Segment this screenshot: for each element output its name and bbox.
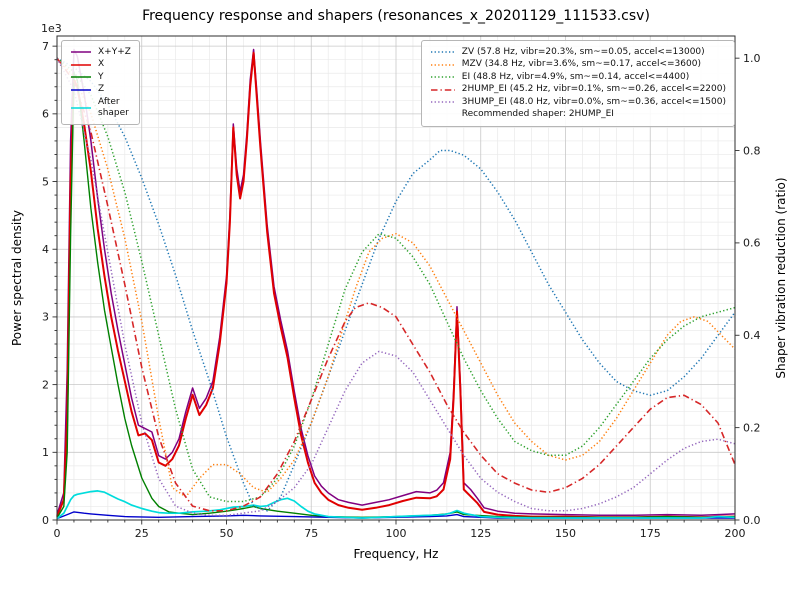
legend-item-label: EI (48.8 Hz, vibr=4.9%, sm~=0.14, accel<…	[461, 71, 690, 82]
legend-item: X+Y+Z	[70, 47, 131, 58]
series-mzv	[56, 57, 736, 498]
x-tick-label: 0	[54, 527, 61, 540]
legend-line-sample	[71, 106, 91, 109]
y-right-tick-label: 0.2	[743, 421, 761, 434]
legend-item-label: 3HUMP_EI (48.0 Hz, vibr=0.0%, sm~=0.36, …	[461, 96, 726, 107]
y-right-tick-label: 0.4	[743, 329, 761, 342]
legend-line-sample	[71, 76, 91, 78]
series-after_shaper	[56, 490, 736, 520]
legend-item-label: MZV (34.8 Hz, vibr=3.6%, sm~=0.17, accel…	[461, 59, 701, 69]
x-tick-label: 100	[386, 527, 407, 540]
series-group	[56, 48, 736, 520]
y-left-tick-label: 6	[42, 108, 49, 121]
tick-labels: 0 25 50 75 100 125 150 175 200 0 1 2 3 4 5 6 7 0.0 0.2 0.4 0…	[42, 40, 761, 540]
legend-item-label: X+Y+Z	[98, 46, 131, 57]
x-tick-label: 75	[304, 527, 318, 540]
legend-item-label: After shaper	[98, 96, 129, 118]
legend-line-sample	[430, 101, 455, 103]
y-left-tick-label: 5	[42, 175, 49, 188]
legend-shapers: ZV (57.8 Hz, vibr=20.3%, sm~=0.05, accel…	[420, 40, 735, 127]
series-2hump_ei	[56, 57, 736, 512]
x-tick-label: 175	[640, 527, 661, 540]
legend-blank-sample	[430, 110, 456, 120]
x-tick-label: 125	[470, 527, 491, 540]
x-axis-label: Frequency, Hz	[353, 547, 439, 561]
x-tick-label: 200	[725, 527, 746, 540]
legend-item-label: Z	[98, 84, 105, 94]
legend-item: Z	[70, 84, 131, 95]
chart-title: Frequency response and shapers (resonanc…	[142, 8, 650, 24]
legend-line-sample	[430, 63, 455, 66]
legend-item: 3HUMP_EI (48.0 Hz, vibr=0.0%, sm~=0.36, …	[430, 97, 726, 108]
x-tick-label: 25	[135, 527, 149, 540]
x-tick-label: 150	[555, 527, 576, 540]
legend-item: Recommended shaper: 2HUMP_EI	[430, 109, 726, 120]
legend-line-sample	[71, 63, 91, 66]
y-left-tick-label: 3	[42, 311, 49, 324]
legend-item-label: X	[98, 59, 105, 69]
y-right-tick-label: 0.0	[743, 514, 761, 527]
x-tick-label: 50	[220, 527, 234, 540]
y-right-tick-label: 0.8	[743, 144, 761, 157]
legend-item: X	[70, 59, 131, 70]
y-left-tick-label: 4	[42, 243, 49, 256]
legend-item: MZV (34.8 Hz, vibr=3.6%, sm~=0.17, accel…	[430, 59, 726, 70]
axis-ticks	[52, 45, 740, 525]
y-left-tick-label: 0	[42, 514, 49, 527]
legend-line-sample	[430, 76, 455, 78]
y-left-tick-label: 7	[42, 40, 49, 53]
legend-item-label: Y	[98, 71, 104, 82]
legend-line-sample	[71, 51, 91, 53]
series-x	[56, 51, 735, 519]
legend-item: Y	[70, 72, 131, 83]
legend-item: After shaper	[70, 97, 131, 119]
y-right-tick-label: 0.6	[743, 237, 761, 250]
legend-item: 2HUMP_EI (45.2 Hz, vibr=0.1%, sm~=0.26, …	[430, 84, 726, 95]
legend-psd: X+Y+Z X Y Z After shaper	[61, 40, 140, 125]
y-left-tick-label: 2	[42, 378, 49, 391]
y-axis-offset-text: 1e3	[41, 22, 62, 35]
y-axis-label-right: Shaper vibration reduction (ratio)	[774, 177, 788, 379]
legend-item-label: 2HUMP_EI (45.2 Hz, vibr=0.1%, sm~=0.26, …	[461, 84, 726, 94]
y-axis-label-left: Power spectral density	[10, 209, 24, 347]
legend-line-sample	[71, 88, 91, 91]
legend-item-label: ZV (57.8 Hz, vibr=20.3%, sm~=0.05, accel…	[461, 46, 705, 57]
series-3hump_ei	[56, 57, 736, 517]
y-right-tick-label: 1.0	[743, 52, 761, 65]
legend-line-sample	[430, 88, 455, 91]
legend-item: ZV (57.8 Hz, vibr=20.3%, sm~=0.05, accel…	[430, 47, 726, 58]
legend-item: EI (48.8 Hz, vibr=4.9%, sm~=0.14, accel<…	[430, 72, 726, 83]
y-left-tick-label: 1	[42, 446, 49, 459]
legend-item-label: Recommended shaper: 2HUMP_EI	[461, 109, 614, 119]
legend-line-sample	[430, 51, 455, 53]
